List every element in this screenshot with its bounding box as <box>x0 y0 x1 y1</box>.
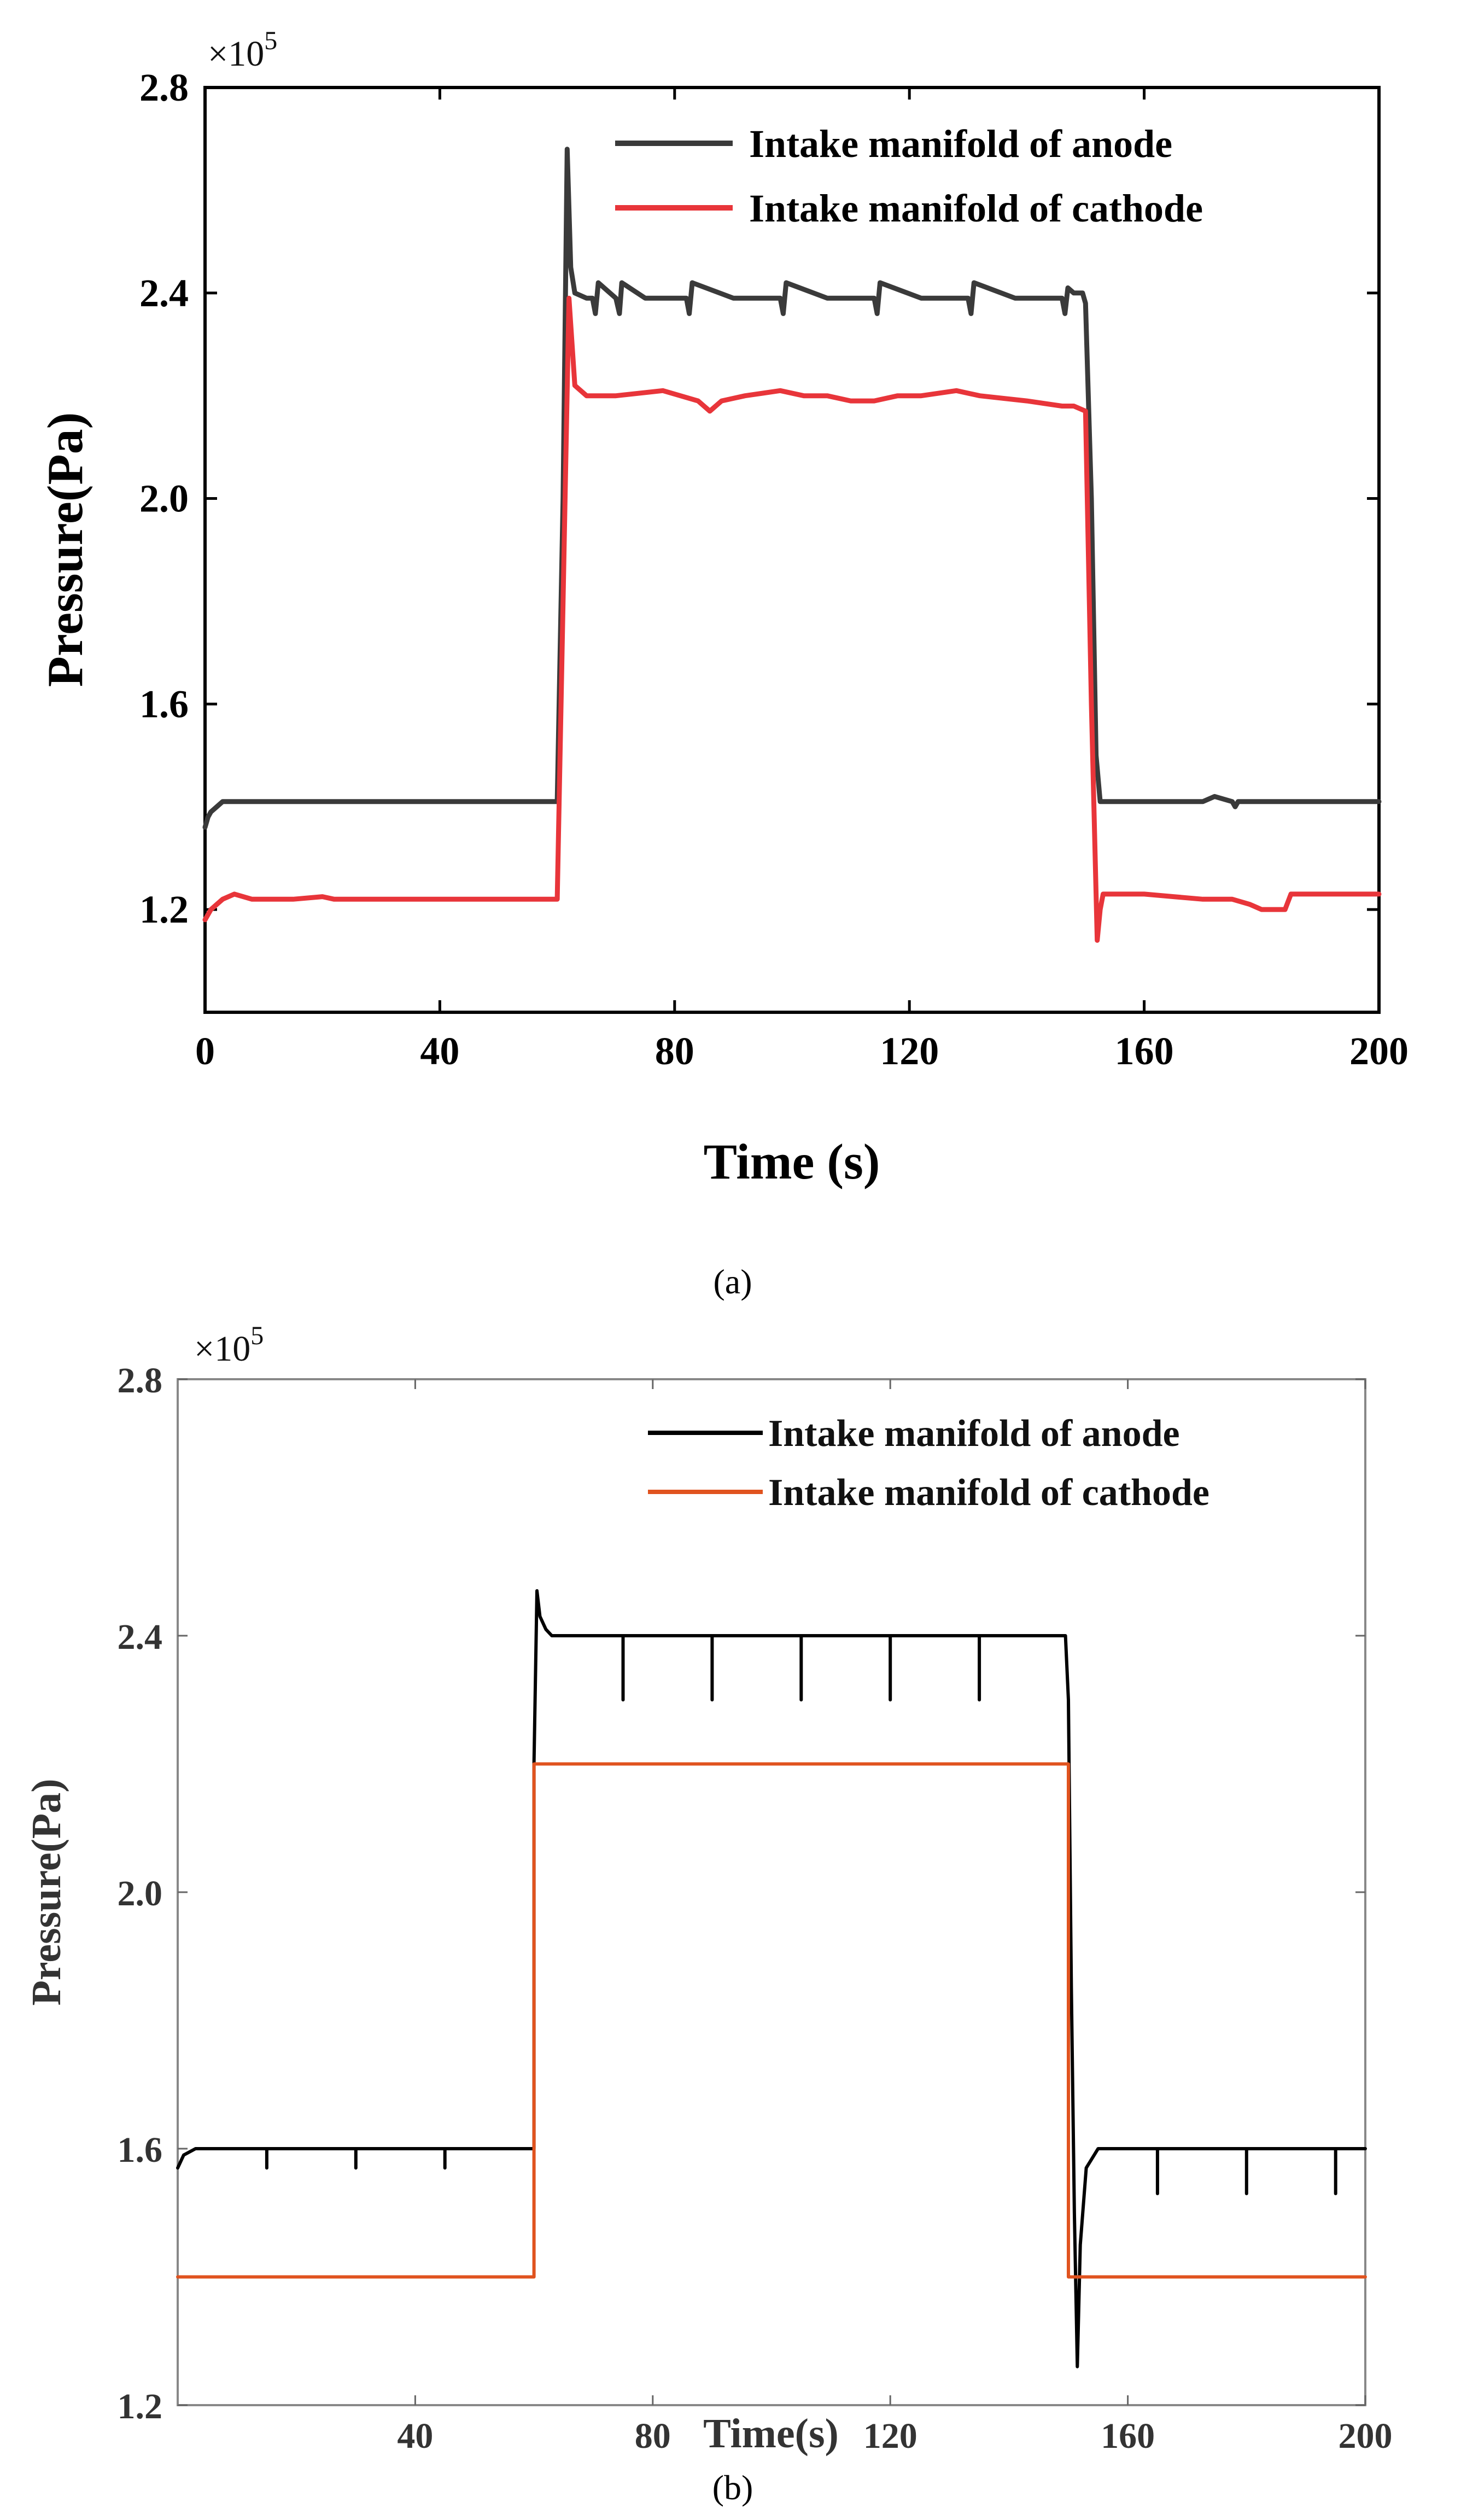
y-axis-title-b: Pressure(Pa) <box>24 1778 69 2005</box>
y-multiplier-a: ×105 <box>208 26 277 74</box>
x-axis-title-b: Time(s) <box>703 2411 839 2457</box>
series-line-anode-b <box>176 1589 1367 2369</box>
y-multiplier-b: ×105 <box>194 1321 264 1369</box>
legend-label-cathode-a: Intake manifold of cathode <box>749 186 1203 230</box>
caption-a: (a) <box>713 1262 752 1301</box>
panel-a: 0 40 80 120 160 200 1.2 1.6 2.0 2.4 2.8 ×105 Inta… <box>37 26 1409 1301</box>
y-tick-label-a: 1.2 <box>139 888 189 931</box>
y-ticks-b: 1.2 1.6 2.0 2.4 2.8 <box>118 1361 1365 2426</box>
y-ticks-a: 1.2 1.6 2.0 2.4 2.8 <box>139 66 1379 931</box>
y-tick-label-a: 2.0 <box>139 477 189 521</box>
series-line-cathode-a <box>202 295 1382 943</box>
y-tick-label-b: 1.2 <box>118 2387 163 2426</box>
y-axis-title-a: Pressure(Pa) <box>37 412 93 687</box>
series-line-cathode-b <box>176 1762 1367 2279</box>
x-ticks-a: 0 40 80 120 160 200 <box>195 88 1409 1073</box>
legend-label-anode-a: Intake manifold of anode <box>749 122 1172 166</box>
panel-b: 40 80 120 160 200 1.2 1.6 2.0 2.4 2.8 ×105 Intak… <box>24 1321 1393 2507</box>
caption-b: (b) <box>712 2468 753 2507</box>
x-tick-label-b: 120 <box>863 2416 917 2456</box>
legend-b: Intake manifold of anode Intake manifold… <box>648 1413 1209 1514</box>
plot-frame-a <box>203 86 1381 1014</box>
legend-a: Intake manifold of anode Intake manifold… <box>615 122 1203 230</box>
y-tick-label-b: 2.4 <box>118 1617 163 1657</box>
y-tick-label-a: 1.6 <box>139 682 189 726</box>
series-group-b <box>176 1589 1367 2369</box>
series-group-a <box>202 147 1382 943</box>
x-tick-label-a: 200 <box>1349 1029 1409 1073</box>
x-ticks-b: 40 80 120 160 200 <box>397 1379 1393 2456</box>
series-line-anode-a <box>202 147 1382 830</box>
x-tick-label-b: 40 <box>397 2416 433 2456</box>
legend-label-cathode-b: Intake manifold of cathode <box>768 1472 1209 1514</box>
y-tick-label-b: 2.8 <box>118 1361 163 1401</box>
y-tick-label-b: 2.0 <box>118 1874 163 1914</box>
x-tick-label-a: 160 <box>1115 1029 1174 1073</box>
legend-label-anode-b: Intake manifold of anode <box>768 1413 1180 1455</box>
x-tick-label-b: 200 <box>1339 2416 1393 2456</box>
x-tick-label-a: 80 <box>655 1029 694 1073</box>
y-tick-label-a: 2.8 <box>139 66 189 109</box>
x-tick-label-b: 160 <box>1101 2416 1155 2456</box>
x-tick-label-a: 120 <box>880 1029 939 1073</box>
x-tick-label-a: 0 <box>195 1029 215 1073</box>
y-tick-label-b: 1.6 <box>118 2130 163 2170</box>
x-tick-label-a: 40 <box>420 1029 459 1073</box>
x-axis-title-a: Time (s) <box>704 1134 880 1189</box>
y-tick-label-a: 2.4 <box>139 271 189 315</box>
x-tick-label-b: 80 <box>635 2416 671 2456</box>
plot-frame-b <box>177 1378 1366 2406</box>
